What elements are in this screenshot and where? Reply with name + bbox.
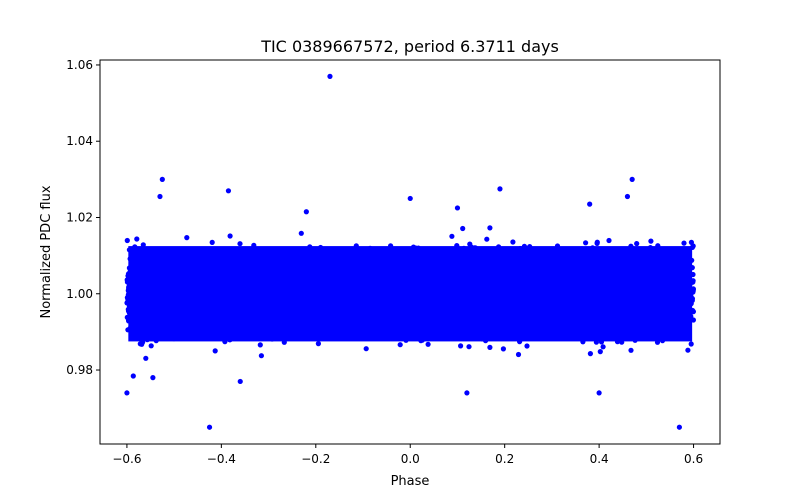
data-point xyxy=(449,233,455,239)
data-point xyxy=(510,239,516,245)
data-point xyxy=(458,343,464,349)
data-point xyxy=(397,342,403,348)
data-point xyxy=(130,373,136,379)
data-point xyxy=(227,233,233,239)
data-point xyxy=(600,344,606,350)
data-point xyxy=(583,240,589,246)
data-point xyxy=(143,355,149,361)
data-point xyxy=(315,341,321,347)
data-point xyxy=(298,230,304,236)
data-point xyxy=(184,235,190,241)
data-point xyxy=(685,347,691,353)
data-point xyxy=(648,238,654,244)
data-point xyxy=(487,344,493,350)
data-point xyxy=(594,239,600,245)
data-point xyxy=(148,343,154,349)
data-point xyxy=(467,241,473,247)
data-point xyxy=(606,237,612,244)
data-point xyxy=(466,344,472,350)
data-point xyxy=(257,342,263,348)
data-point xyxy=(209,239,215,245)
data-point xyxy=(212,348,218,354)
data-point xyxy=(134,236,140,242)
data-point xyxy=(258,353,264,359)
data-point xyxy=(681,240,687,246)
data-point xyxy=(628,347,634,353)
data-point xyxy=(587,351,594,357)
data-point xyxy=(597,349,603,355)
data-point xyxy=(487,225,493,231)
data-point xyxy=(688,341,694,347)
chart-title: TIC 0389667572, period 6.3711 days xyxy=(260,37,559,56)
data-point xyxy=(634,241,640,247)
data-point xyxy=(460,225,466,232)
data-points xyxy=(124,73,697,430)
data-point xyxy=(500,346,506,352)
data-point xyxy=(484,236,490,242)
data-point xyxy=(237,241,243,247)
data-point xyxy=(515,351,522,358)
data-point xyxy=(363,346,369,352)
data-point xyxy=(425,341,431,347)
data-point xyxy=(524,343,530,349)
data-point xyxy=(124,237,130,244)
